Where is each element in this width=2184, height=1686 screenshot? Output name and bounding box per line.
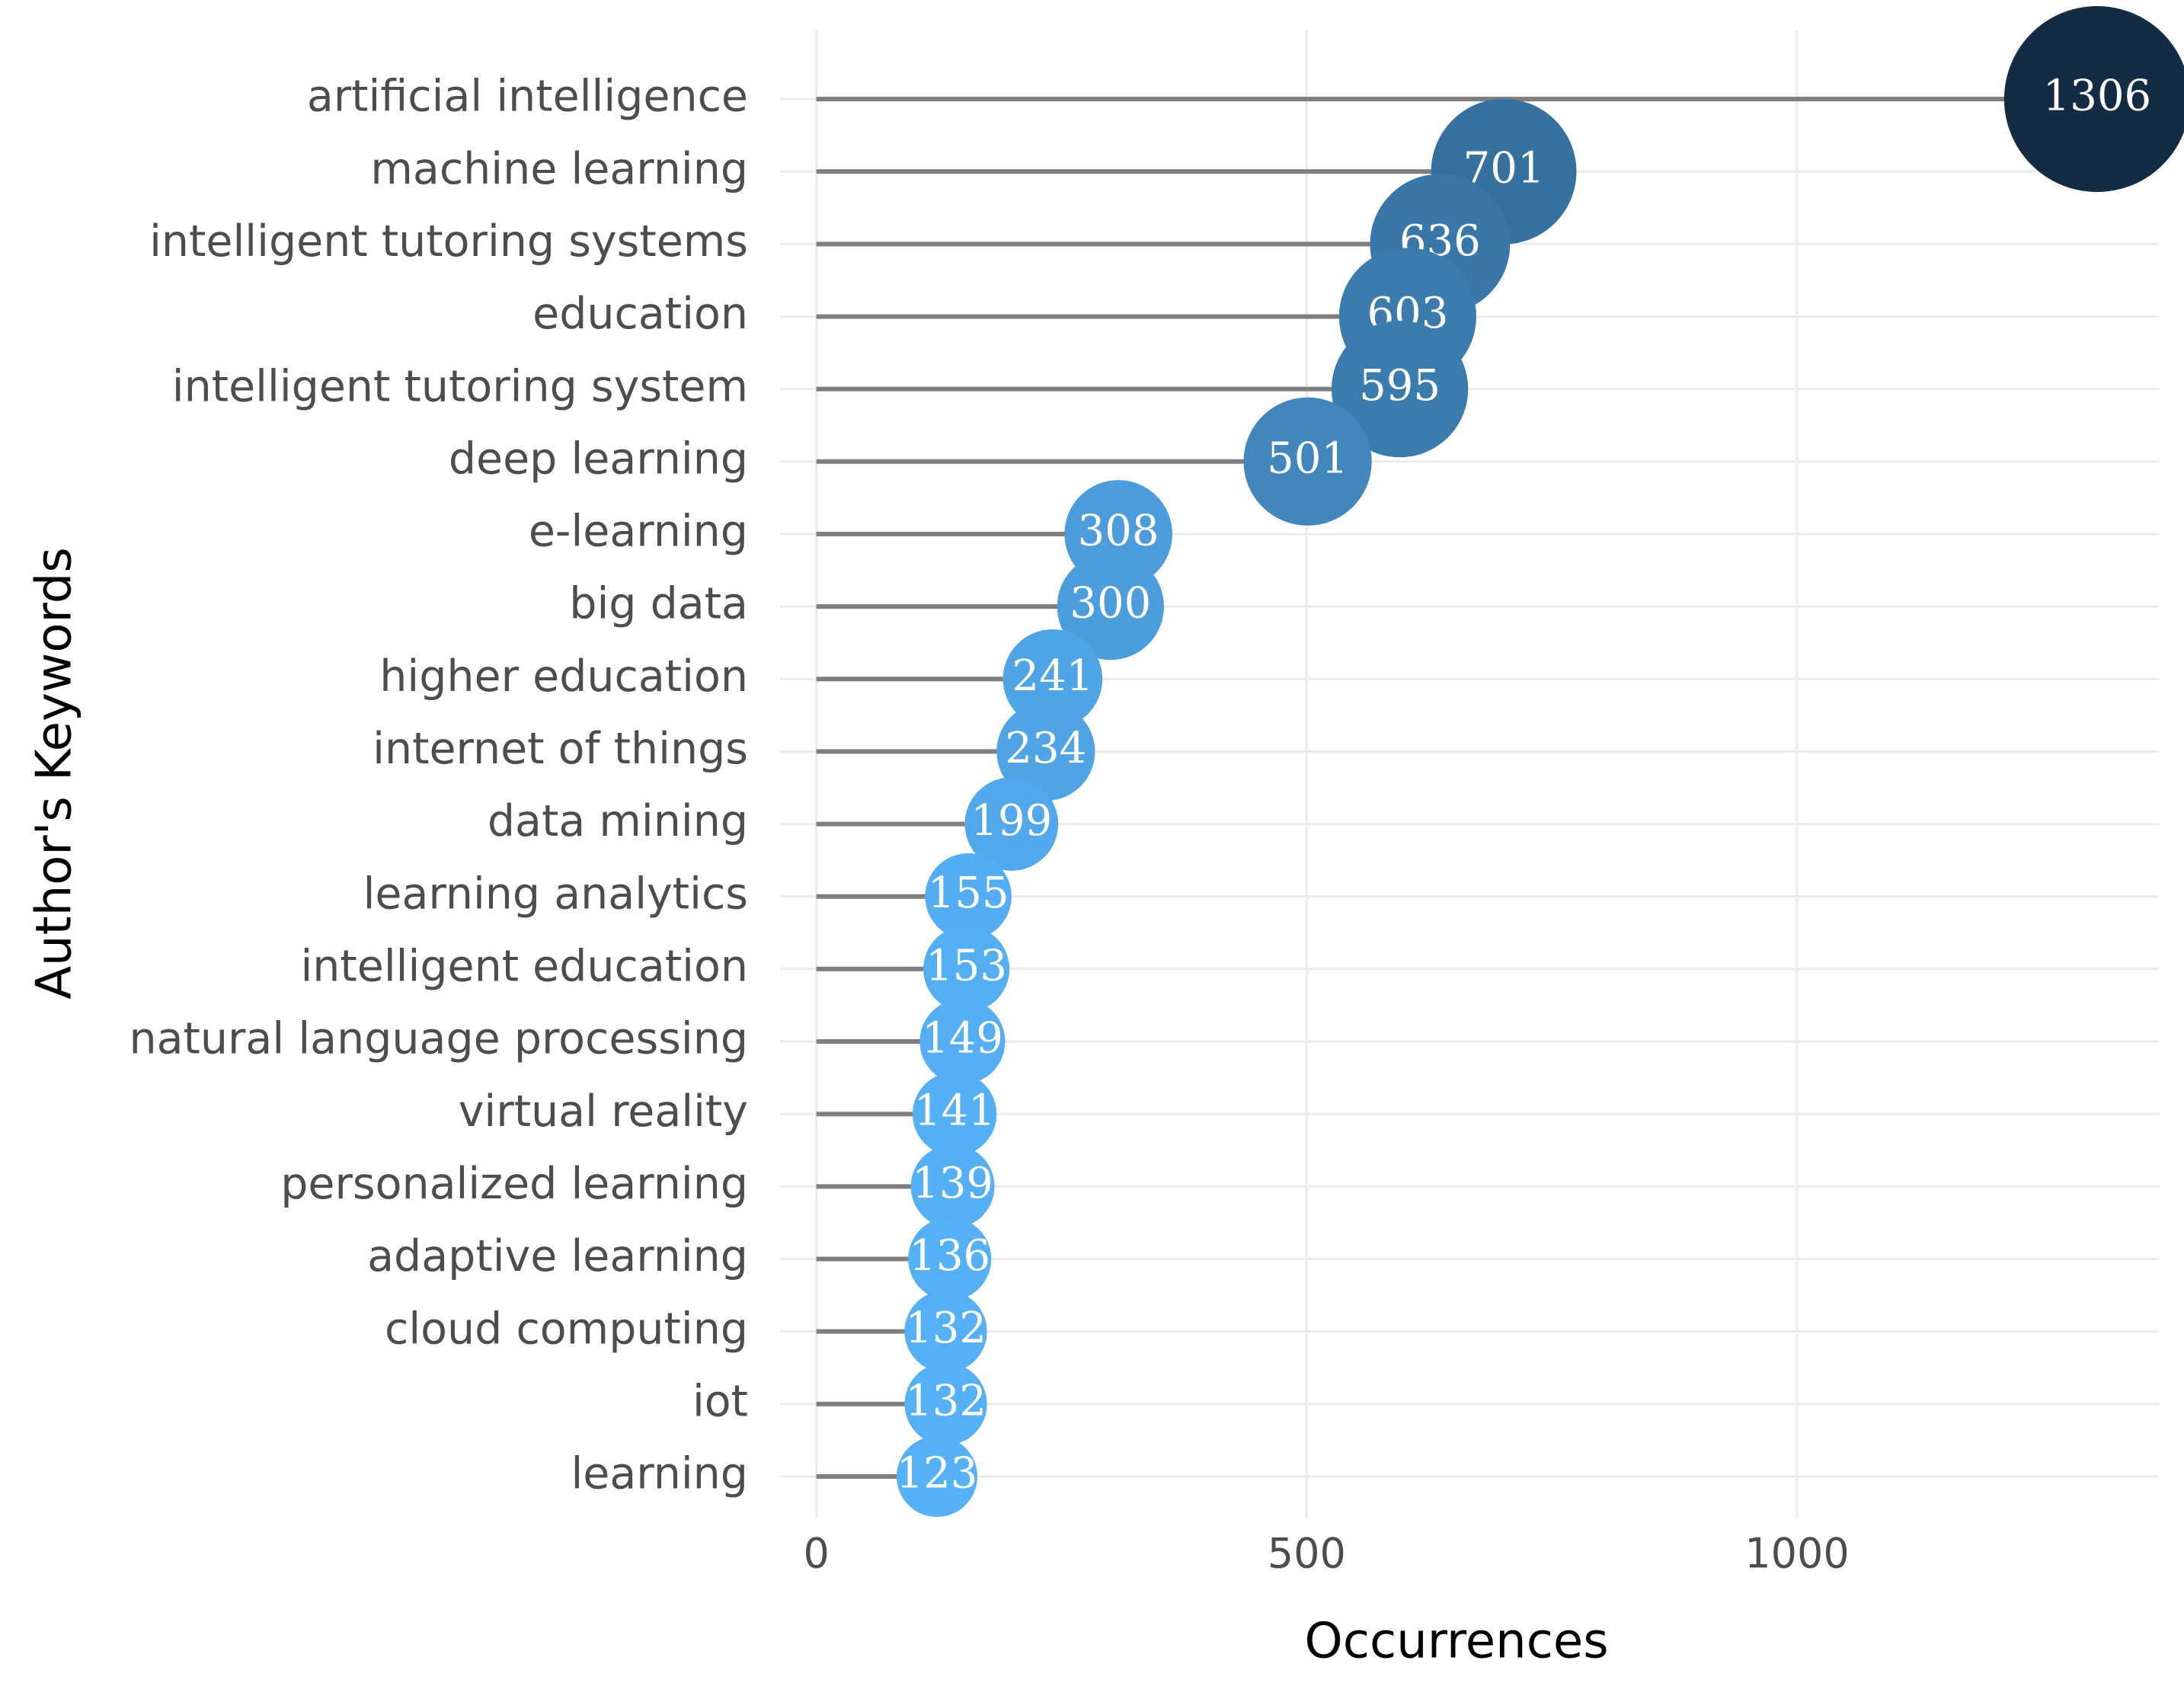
- data-label: 501: [1267, 433, 1348, 483]
- data-label: 132: [905, 1304, 986, 1353]
- bubble: [1243, 397, 1372, 526]
- bubble: [996, 702, 1095, 801]
- bubble: [919, 998, 1006, 1085]
- y-tick-label: big data: [569, 579, 748, 629]
- x-axis-title: Occurrences: [1304, 1614, 1608, 1670]
- data-label: 139: [912, 1159, 993, 1208]
- bubble: [2003, 6, 2184, 192]
- y-tick-label: learning analytics: [363, 869, 748, 919]
- bubble: [904, 1290, 987, 1373]
- data-label: 241: [1012, 651, 1093, 701]
- x-tick-label: 1000: [1744, 1530, 1849, 1578]
- y-tick-label: personalized learning: [280, 1159, 748, 1209]
- bubble: [925, 853, 1012, 940]
- data-label: 308: [1078, 506, 1159, 555]
- data-label: 136: [909, 1231, 990, 1281]
- bubble: [1002, 629, 1103, 729]
- data-label: 155: [928, 869, 1009, 918]
- data-label: 234: [1005, 724, 1086, 773]
- y-tick-label: e-learning: [529, 507, 748, 557]
- y-tick-label: virtual reality: [459, 1086, 748, 1137]
- y-tick-label: artificial intelligence: [307, 72, 748, 122]
- data-label: 595: [1359, 361, 1441, 411]
- y-tick-label: education: [532, 289, 748, 339]
- bubble: [896, 1436, 977, 1517]
- bubble: [964, 777, 1059, 871]
- y-tick-label: intelligent tutoring systems: [149, 216, 748, 267]
- y-tick-label: deep learning: [449, 433, 748, 484]
- data-label: 300: [1070, 579, 1151, 629]
- y-axis-title: Author's Keywords: [27, 547, 83, 999]
- data-label: 199: [970, 796, 1052, 846]
- y-tick-label: learning: [571, 1449, 748, 1499]
- y-tick-label: adaptive learning: [367, 1231, 748, 1281]
- data-label: 149: [922, 1014, 1003, 1064]
- y-tick-label: data mining: [488, 796, 748, 846]
- data-label: 1306: [2043, 72, 2152, 121]
- bubble: [912, 1072, 997, 1157]
- y-tick-label: internet of things: [373, 724, 748, 774]
- bubble: [904, 1362, 987, 1445]
- x-tick-label: 0: [803, 1530, 829, 1578]
- y-tick-label: higher education: [379, 651, 748, 702]
- bubble: [908, 1217, 992, 1301]
- y-tick-label: intelligent education: [300, 942, 748, 992]
- y-tick-label: machine learning: [370, 144, 748, 194]
- data-label: 132: [905, 1376, 986, 1425]
- bubble: [1331, 320, 1469, 458]
- y-tick-label: cloud computing: [385, 1304, 748, 1354]
- bubble: [1057, 552, 1164, 661]
- y-tick-label: natural language processing: [129, 1014, 748, 1064]
- y-tick-label: intelligent tutoring system: [172, 361, 748, 411]
- y-tick-label: iot: [692, 1376, 748, 1426]
- data-label: 141: [914, 1086, 996, 1136]
- data-label: 153: [926, 941, 1007, 990]
- x-tick-label: 500: [1268, 1530, 1346, 1578]
- data-label: 123: [897, 1449, 978, 1499]
- bubble: [923, 926, 1010, 1013]
- bubble: [910, 1144, 995, 1229]
